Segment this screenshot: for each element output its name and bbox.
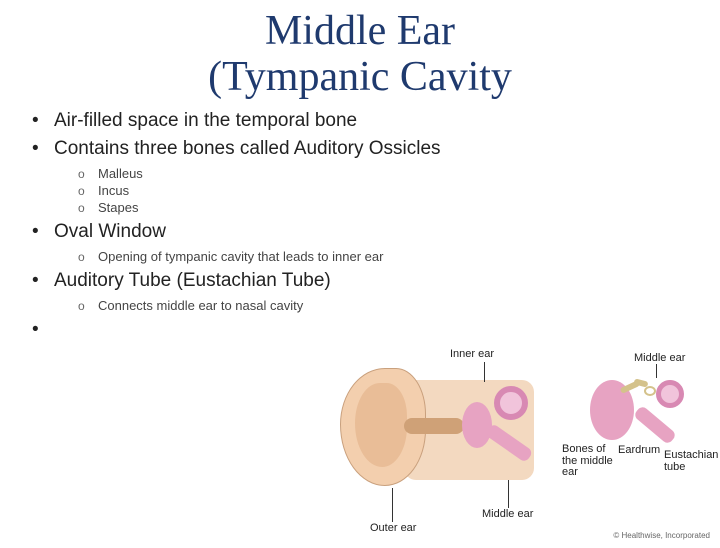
title-line-1: Middle Ear — [265, 8, 455, 54]
cochlea-zoom-icon — [656, 380, 684, 408]
leader-line — [656, 364, 657, 378]
bullet-4-sublist: Connects middle ear to nasal cavity — [32, 298, 720, 313]
leader-line — [508, 480, 509, 508]
bullet-2-sub-2: Incus — [78, 183, 720, 198]
stapes-icon — [644, 386, 656, 396]
label-middle-ear-zoom: Middle ear — [634, 352, 685, 364]
leader-line — [484, 362, 485, 382]
bullet-2: Contains three bones called Auditory Oss… — [32, 138, 720, 160]
bullet-1: Air-filled space in the temporal bone — [32, 110, 720, 132]
slide-title: Middle Ear (Tympanic Cavity — [0, 8, 720, 100]
label-etube: Eustachian tube — [664, 450, 714, 473]
ear-canal-icon — [404, 418, 464, 434]
bullet-2-sub-3: Stapes — [78, 200, 720, 215]
ear-diagram: Inner ear Middle ear Outer ear Middle ea… — [334, 352, 714, 542]
bullet-3: Oval Window — [32, 221, 720, 243]
bullet-empty — [32, 319, 720, 337]
bullet-2-sublist: Malleus Incus Stapes — [32, 166, 720, 215]
bullet-3-sub-1: Opening of tympanic cavity that leads to… — [78, 249, 720, 264]
label-eardrum: Eardrum — [618, 444, 660, 456]
cochlea-icon — [494, 386, 528, 420]
bullet-4: Auditory Tube (Eustachian Tube) — [32, 270, 720, 292]
label-bones: Bones of the middle ear — [562, 444, 614, 479]
diagram-credit: © Healthwise, Incorporated — [613, 531, 710, 540]
ear-diagram-zoom: Middle ear Bones of the middle ear Eardr… — [562, 358, 712, 488]
title-line-2: (Tympanic Cavity — [208, 54, 512, 100]
bullet-3-sublist: Opening of tympanic cavity that leads to… — [32, 249, 720, 264]
leader-line — [392, 488, 393, 522]
bullet-list: Air-filled space in the temporal bone Co… — [0, 110, 720, 337]
tympanic-cavity-icon — [462, 402, 492, 448]
label-inner-ear: Inner ear — [450, 348, 494, 360]
label-middle-ear: Middle ear — [482, 508, 533, 520]
bullet-4-sub-1: Connects middle ear to nasal cavity — [78, 298, 720, 313]
bullet-2-sub-1: Malleus — [78, 166, 720, 181]
ear-diagram-large: Inner ear Middle ear Outer ear — [334, 362, 554, 517]
label-outer-ear: Outer ear — [370, 522, 416, 534]
